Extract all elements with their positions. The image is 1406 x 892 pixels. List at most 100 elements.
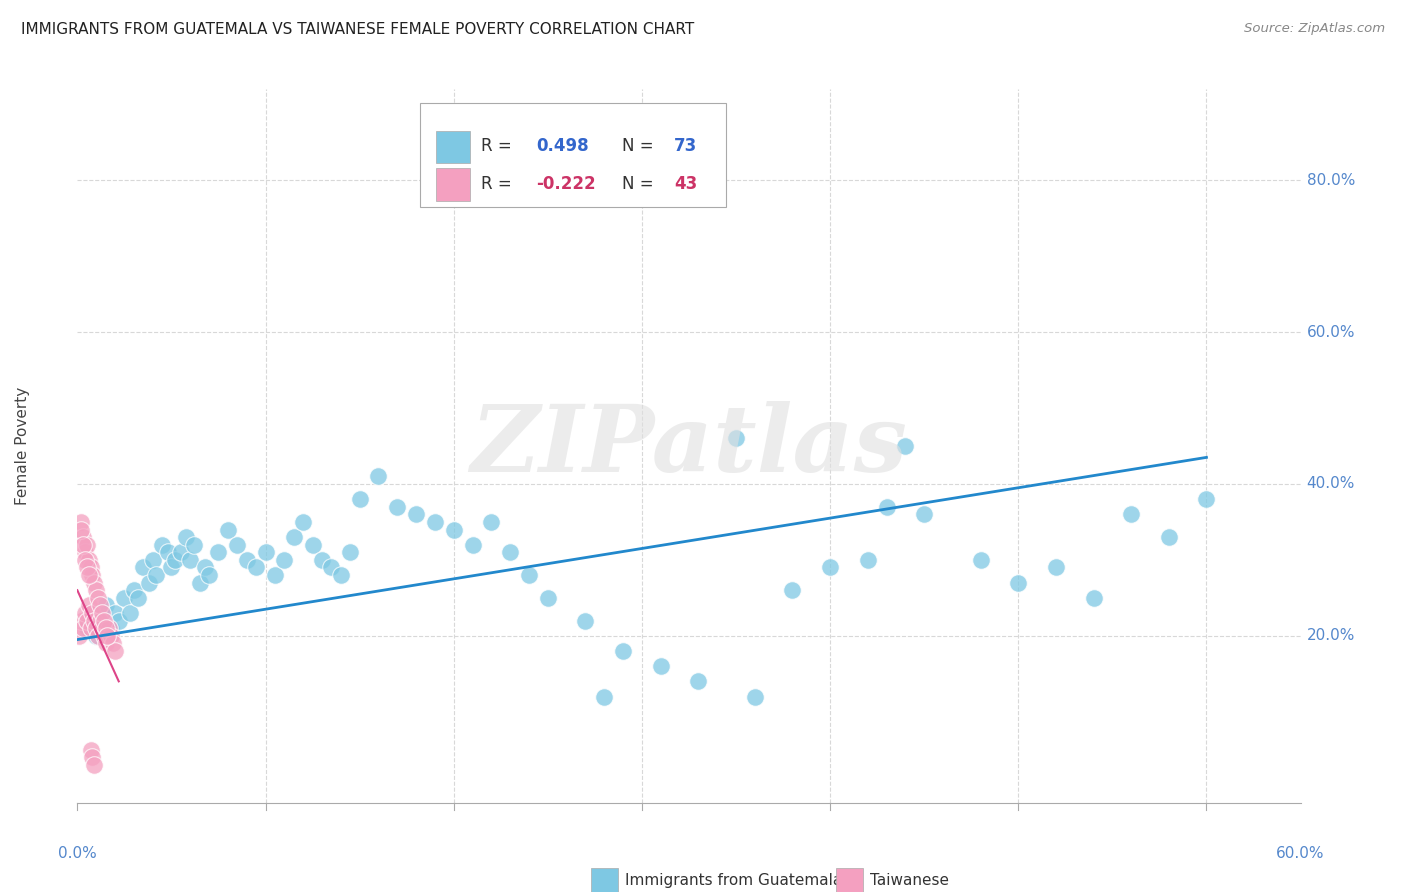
Point — [84, 621, 107, 635]
Point — [70, 515, 93, 529]
Text: 0.0%: 0.0% — [58, 846, 97, 861]
Point — [82, 568, 104, 582]
Point — [744, 690, 766, 704]
Bar — [436, 130, 470, 162]
Point — [96, 629, 118, 643]
Text: Source: ZipAtlas.com: Source: ZipAtlas.com — [1244, 22, 1385, 36]
Point — [77, 568, 100, 582]
Point — [73, 553, 96, 567]
Point — [73, 545, 96, 559]
Point — [226, 538, 249, 552]
Point — [72, 621, 94, 635]
Point — [79, 742, 101, 756]
Text: 80.0%: 80.0% — [1306, 173, 1355, 188]
Point — [724, 431, 747, 445]
Point — [329, 568, 352, 582]
Point — [1195, 492, 1218, 507]
Point — [84, 629, 107, 643]
Point — [112, 591, 135, 605]
Point — [183, 538, 205, 552]
Text: 40.0%: 40.0% — [1306, 476, 1355, 491]
Point — [339, 545, 361, 559]
Point — [245, 560, 267, 574]
Point — [79, 560, 101, 574]
Point — [94, 621, 117, 635]
Text: 60.0%: 60.0% — [1306, 325, 1355, 340]
Point — [165, 553, 187, 567]
Point — [89, 599, 111, 613]
Point — [87, 591, 110, 605]
Text: 73: 73 — [675, 137, 697, 155]
Point — [77, 599, 100, 613]
Point — [94, 636, 117, 650]
Point — [612, 644, 634, 658]
Point — [912, 508, 935, 522]
Point — [96, 629, 118, 643]
Point — [321, 560, 343, 574]
Point — [782, 583, 804, 598]
Point — [87, 629, 110, 643]
Point — [83, 614, 105, 628]
Text: Immigrants from Guatemala: Immigrants from Guatemala — [626, 873, 842, 888]
Point — [100, 629, 122, 643]
Point — [76, 538, 98, 552]
Point — [104, 606, 127, 620]
Point — [517, 568, 540, 582]
FancyBboxPatch shape — [420, 103, 725, 207]
Point — [292, 515, 315, 529]
Point — [283, 530, 305, 544]
Point — [273, 553, 295, 567]
Point — [70, 523, 93, 537]
Point — [89, 614, 111, 628]
Point — [387, 500, 409, 514]
Point — [894, 439, 917, 453]
Point — [104, 644, 127, 658]
Point — [650, 659, 672, 673]
Point — [82, 606, 104, 620]
Point — [207, 545, 229, 559]
Point — [574, 614, 596, 628]
Text: ZIPatlas: ZIPatlas — [471, 401, 907, 491]
Point — [150, 538, 173, 552]
Point — [90, 606, 112, 620]
Point — [67, 629, 90, 643]
Point — [142, 553, 165, 567]
Bar — [591, 869, 619, 892]
Text: 43: 43 — [675, 175, 697, 193]
Point — [93, 614, 115, 628]
Point — [98, 621, 121, 635]
Point — [93, 629, 115, 643]
Point — [311, 553, 333, 567]
Point — [76, 621, 98, 635]
Point — [194, 560, 217, 574]
Bar — [436, 169, 470, 201]
Point — [301, 538, 323, 552]
Point — [188, 575, 211, 590]
Point — [1007, 575, 1029, 590]
Point — [122, 583, 145, 598]
Point — [145, 568, 167, 582]
Text: N =: N = — [621, 137, 654, 155]
Point — [83, 575, 105, 590]
Point — [118, 606, 141, 620]
Point — [405, 508, 427, 522]
Point — [82, 750, 104, 764]
Text: 0.498: 0.498 — [536, 137, 589, 155]
Point — [70, 614, 93, 628]
Text: R =: R = — [481, 137, 512, 155]
Point — [499, 545, 522, 559]
Point — [176, 530, 198, 544]
Point — [73, 606, 96, 620]
Point — [170, 545, 193, 559]
Point — [127, 591, 149, 605]
Point — [593, 690, 616, 704]
Point — [94, 599, 117, 613]
Text: R =: R = — [481, 175, 512, 193]
Point — [969, 553, 991, 567]
Point — [160, 560, 183, 574]
Point — [217, 523, 239, 537]
Point — [1121, 508, 1143, 522]
Text: Female Poverty: Female Poverty — [15, 387, 30, 505]
Point — [198, 568, 221, 582]
Text: 20.0%: 20.0% — [1306, 628, 1355, 643]
